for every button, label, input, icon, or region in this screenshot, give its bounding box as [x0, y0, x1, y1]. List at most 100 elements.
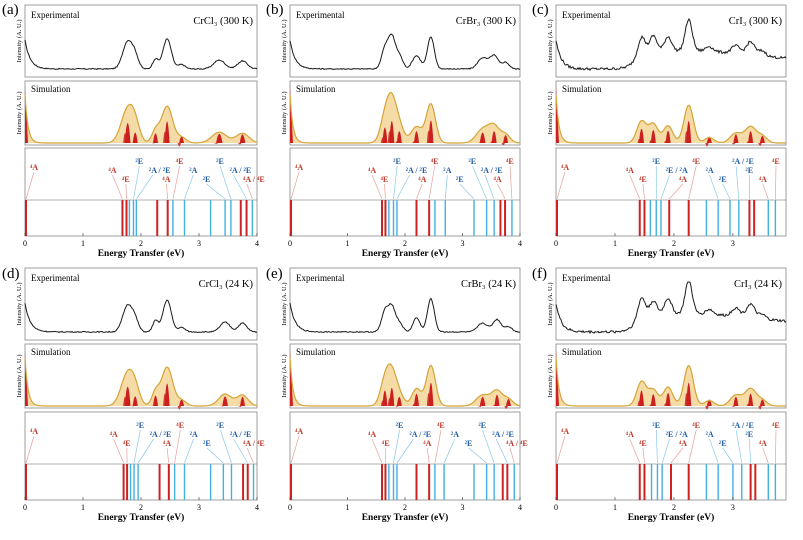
x-tick-label: 3	[461, 239, 465, 248]
experimental-spectrum	[289, 33, 521, 70]
level-annotation: ⁴A	[368, 430, 376, 439]
simulation-sub-peak	[493, 404, 497, 406]
experimental-label: Experimental	[562, 10, 611, 20]
annotation-arrow	[642, 183, 645, 200]
simulation-sub-peak	[758, 406, 762, 410]
annotation-arrow	[165, 183, 169, 200]
x-axis: 0 1 2 3 4	[23, 233, 259, 248]
simulation-sub-peak	[478, 406, 482, 407]
levels-frame	[555, 147, 787, 237]
simulation-envelope-fill	[25, 94, 257, 143]
annotation-arrow	[661, 438, 670, 464]
level-annotation: ⁴A	[759, 175, 767, 184]
x-tick-label: 0	[288, 503, 292, 512]
annotation-arrow	[709, 174, 719, 200]
level-annotation: ²A / ²E	[732, 421, 754, 430]
x-tick-label: 2	[672, 239, 676, 248]
panel-label: (d)	[2, 266, 20, 282]
annotation-arrow	[136, 174, 154, 200]
panel-c: (c) Experimental CrI₃ (300 K) Intensity (A.…	[532, 2, 787, 259]
level-annotation: ²E / ²A	[666, 166, 688, 175]
panel-label: (e)	[266, 266, 283, 282]
level-annotation: ⁴E	[176, 421, 184, 430]
simulation-peak	[382, 390, 388, 406]
level-annotation: ²A	[706, 166, 714, 175]
simulation-peak	[759, 135, 765, 143]
simulation-envelope-line	[289, 357, 521, 407]
simulation-sub-peak	[395, 406, 399, 407]
level-annotation: ²A / ²E	[150, 430, 172, 439]
annotation-arrow	[371, 174, 383, 200]
annotation-arrow	[246, 183, 253, 200]
annotation-arrow	[668, 183, 684, 200]
annotation-arrow	[172, 165, 181, 200]
annotation-arrow	[290, 435, 300, 464]
simulation-peak	[650, 394, 656, 406]
simulation-peaks	[556, 350, 765, 410]
chart-title: CrCl₃ (300 K)	[193, 16, 253, 27]
simulation-peak	[153, 133, 158, 143]
simulation-sub-peak	[163, 393, 167, 406]
x-axis: 0 1 2 3 4	[23, 497, 259, 512]
simulation-sub-peak	[238, 406, 242, 407]
simulation-sub-peak	[746, 403, 750, 406]
simulation-peak	[153, 395, 158, 406]
panel-label: (f)	[532, 266, 547, 282]
level-annotation: ²A	[443, 166, 451, 175]
annotation-arrow	[735, 429, 743, 464]
annotation-arrow	[556, 171, 566, 200]
level-annotation: ⁴E	[639, 439, 647, 448]
level-annotation: ⁴A / ⁴E	[243, 439, 265, 448]
level-annotation: ⁴A	[30, 427, 38, 436]
experimental-label: Experimental	[296, 10, 345, 20]
level-annotation: ²A / ²E	[230, 166, 252, 175]
level-annotation: ²E / ²A	[666, 430, 688, 439]
level-annotation: ⁴A	[759, 439, 767, 448]
energy-levels	[290, 464, 515, 500]
simulation-sub-peak	[177, 143, 181, 147]
simulation-sub-peak	[664, 403, 668, 406]
annotation-arrow	[384, 183, 386, 200]
annotation-arrow	[459, 183, 475, 200]
panel-label: (a)	[2, 2, 19, 18]
y-axis-label: Intensity (A. U.)	[281, 20, 288, 63]
x-axis: 0 1 2 3	[554, 497, 735, 512]
level-annotation: ²A	[706, 430, 714, 439]
level-annotation: ⁴A	[295, 427, 303, 436]
x-tick-label: 1	[613, 503, 617, 512]
level-annotation: ²A / ²E	[481, 166, 503, 175]
simulation-sub-peak	[649, 140, 653, 143]
energy-levels	[556, 464, 777, 500]
annotation-arrow	[233, 174, 247, 200]
level-annotation: ⁴A	[626, 430, 634, 439]
experimental-label: Experimental	[31, 10, 80, 20]
annotation-arrow	[219, 165, 232, 200]
annotation-arrow	[484, 174, 495, 200]
level-annotation: ²E	[478, 421, 486, 430]
experimental-spectrum	[24, 299, 258, 334]
simulation-sub-peak	[731, 143, 736, 145]
x-tick-label: 4	[255, 239, 259, 248]
annotation-arrow	[428, 165, 436, 200]
level-annotation: ⁴E	[122, 175, 130, 184]
annotation-arrow	[468, 447, 487, 464]
simulation-envelope-line	[289, 91, 520, 144]
level-annotation: ⁴A	[110, 430, 118, 439]
simulation-peak	[639, 128, 644, 143]
x-tick-label: 0	[288, 239, 292, 248]
annotation-arrow	[112, 174, 123, 200]
simulation-sub-peak	[504, 406, 508, 409]
level-annotation: ⁴A	[162, 175, 170, 184]
simulation-sub-peak	[684, 392, 688, 406]
simulation-sub-peak	[637, 138, 641, 143]
level-annotation: ²E	[203, 175, 211, 184]
annotation-arrow	[509, 165, 513, 200]
chart-title: CrCl₃ (24 K)	[199, 279, 254, 290]
x-tick-label: 2	[139, 239, 143, 248]
y-axis-label: Intensity (A. U.)	[547, 92, 554, 135]
panel-label: (b)	[266, 2, 284, 18]
level-annotation: ⁴A	[494, 175, 502, 184]
